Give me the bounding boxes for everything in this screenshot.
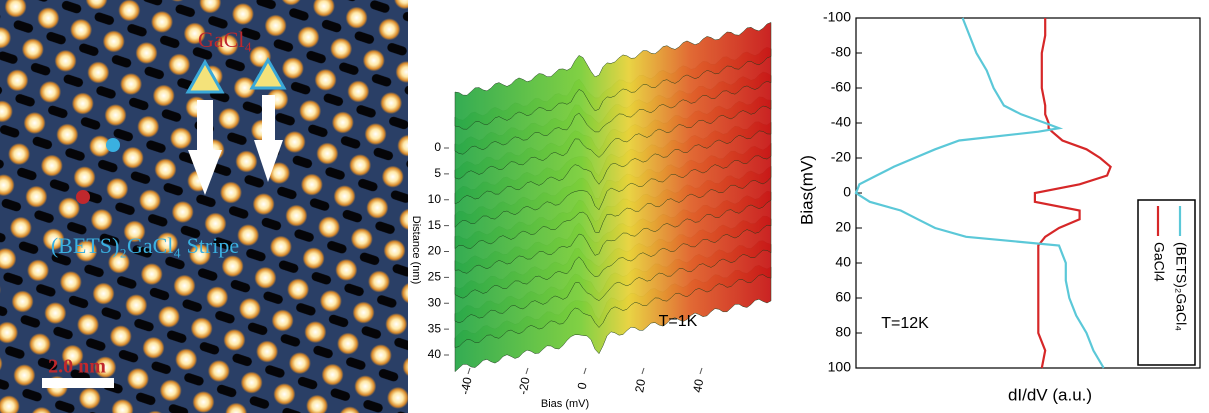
y-axis-label: Distance (nm)	[410, 216, 422, 284]
y-tick-label: 0	[434, 140, 441, 154]
stm-image: GaCl₄ (BETS)₂GaCl₄ Stripe 2.0 nm	[0, 0, 408, 413]
x-tick-label: 0	[575, 381, 590, 390]
marker-dot	[76, 190, 90, 204]
y-tick-label: -100	[823, 9, 851, 25]
figure: GaCl₄ (BETS)₂GaCl₄ Stripe 2.0 nm T=1K Bi…	[0, 0, 1209, 413]
x-tick	[526, 368, 528, 374]
label-stripe: (BETS)₂GaCl₄ Stripe	[51, 233, 239, 258]
y-tick-label: 20	[835, 219, 851, 235]
y-axis-label: Bias(mV)	[797, 155, 816, 225]
annotation: T=1K	[659, 313, 698, 330]
y-tick-label: 60	[835, 289, 851, 305]
y-tick-label: 20	[428, 244, 442, 258]
x-axis-label: Bias (mV)	[541, 398, 589, 410]
line-panel: Bias(mV) dI/dV (a.u.) T=12K -100 -80 -60 -4…	[797, 9, 1200, 405]
y-tick-label: 100	[828, 359, 852, 375]
x-axis-label: dI/dV (a.u.)	[1008, 385, 1092, 404]
legend-label: (BETS)₂GaCl₄	[1173, 242, 1189, 331]
x-tick-label: -20	[516, 376, 533, 396]
y-tick-label: 5	[434, 166, 441, 180]
y-tick-label: 15	[428, 218, 442, 232]
scale-bar-label: 2.0 nm	[48, 356, 106, 378]
x-tick-label: 40	[690, 378, 706, 394]
y-tick-label: 35	[428, 321, 442, 335]
label-top: GaCl₄	[198, 27, 252, 52]
legend-label: GaCl4	[1151, 242, 1167, 282]
y-tick-label: 40	[428, 347, 442, 361]
y-tick-label: 40	[835, 254, 851, 270]
marker-dot	[106, 138, 120, 152]
data-line	[1035, 18, 1111, 368]
y-tick-label: 30	[428, 295, 442, 309]
x-tick	[468, 368, 470, 374]
x-tick-label: 20	[632, 378, 648, 394]
y-tick-label: -60	[831, 79, 851, 95]
y-tick-label: -40	[831, 114, 851, 130]
x-tick	[700, 368, 702, 374]
y-tick-label: -80	[831, 44, 851, 60]
annotation: T=12K	[881, 315, 929, 332]
scale-bar	[42, 378, 114, 388]
x-tick	[642, 368, 644, 374]
y-tick-label: 10	[428, 192, 442, 206]
y-tick-label: 0	[843, 184, 851, 200]
x-tick	[584, 368, 586, 374]
y-tick-label: 80	[835, 324, 851, 340]
y-tick-label: -20	[831, 149, 851, 165]
x-tick-label: -40	[458, 376, 475, 396]
surface-panel: T=1K Bias (mV) Distance (nm) -40 -20 0 20 40…	[410, 22, 771, 410]
y-tick-label: 25	[428, 270, 442, 284]
